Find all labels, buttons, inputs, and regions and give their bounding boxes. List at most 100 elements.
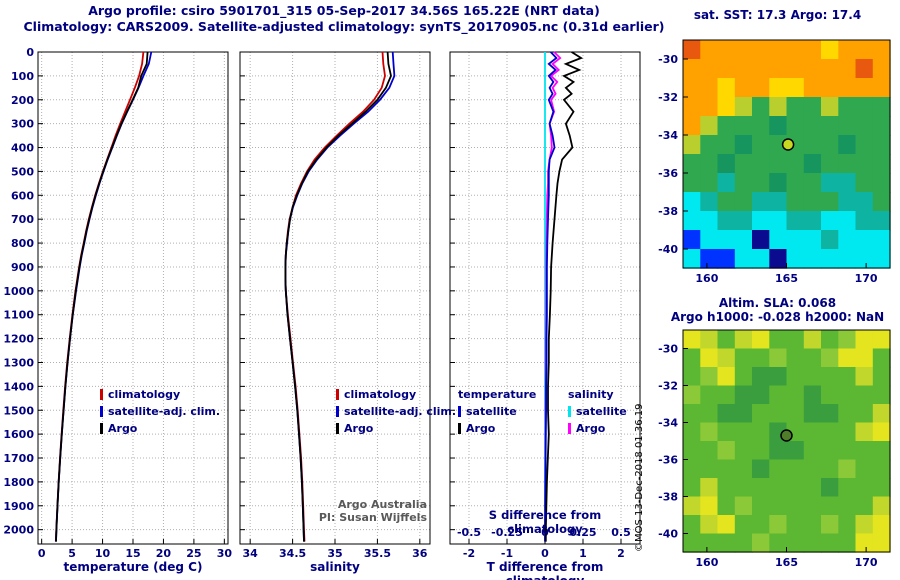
map-cell <box>700 422 719 442</box>
map-cell <box>803 533 822 553</box>
map-cell <box>786 116 805 136</box>
legend-row: satellite-adj. clim. <box>336 403 456 420</box>
map-cell <box>821 40 839 60</box>
map-cell <box>717 230 736 250</box>
attribution-line1: Argo Australia <box>337 498 427 511</box>
map-cell <box>717 135 736 155</box>
map-cell <box>734 330 753 350</box>
map-cell <box>855 135 874 155</box>
map-cell <box>717 78 736 98</box>
map-cell <box>838 404 857 424</box>
map-cell <box>855 496 874 516</box>
map-cell <box>734 385 753 405</box>
map-cell <box>717 192 736 212</box>
map-cell <box>803 330 822 350</box>
tick-label: 170 <box>855 272 878 285</box>
tick-label: 170 <box>855 556 878 569</box>
map-cell <box>683 230 701 250</box>
map-cell <box>855 422 874 442</box>
tick-label: 1000 <box>3 285 34 298</box>
tick-label: -36 <box>658 167 678 180</box>
map-cell <box>872 59 891 79</box>
tick-label: -34 <box>658 129 678 142</box>
map-cell <box>803 59 822 79</box>
map-cell <box>734 173 753 193</box>
tick-label: 1600 <box>3 428 34 441</box>
salinity-legend: climatology satellite-adj. clim. Argo <box>336 386 456 437</box>
map-cell <box>803 478 822 498</box>
map-cell <box>769 116 788 136</box>
tick-label: 165 <box>775 272 798 285</box>
tick-label: -36 <box>658 454 678 467</box>
map-cell <box>717 173 736 193</box>
map-cell <box>872 478 891 498</box>
map-cell <box>717 367 736 387</box>
map-cell <box>855 192 874 212</box>
map-cell <box>769 78 788 98</box>
map-cell <box>752 249 770 269</box>
tick-label: 10 <box>95 547 111 560</box>
map-cell <box>769 135 788 155</box>
map-cell <box>717 422 736 442</box>
map-cell <box>752 192 770 212</box>
map-cell <box>734 230 753 250</box>
map-cell <box>786 78 805 98</box>
map-cell <box>700 154 719 174</box>
difference-profile-plot: -2 -1 0 1 2-0.5 -0.25 0 0.25 0.5 <box>449 51 641 560</box>
map-cell <box>752 441 770 461</box>
map-cell <box>855 348 874 368</box>
salinity-profile-argo-line <box>284 51 392 542</box>
map-cell <box>752 97 770 117</box>
page-subtitle: Climatology: CARS2009. Satellite-adjuste… <box>23 19 665 34</box>
map-cell <box>838 78 857 98</box>
tick-label: 1500 <box>3 404 34 417</box>
map-cell <box>803 97 822 117</box>
map-cell <box>683 441 701 461</box>
map-cell <box>821 367 839 387</box>
map-cell <box>700 192 719 212</box>
map-cell <box>769 211 788 231</box>
temperature-profile-satellite-adj-clim--line <box>55 51 153 542</box>
map-cell <box>786 478 805 498</box>
map-cell <box>838 249 857 269</box>
map-cell <box>821 459 839 479</box>
tick-label: 34.5 <box>279 547 306 560</box>
map-cell <box>700 459 719 479</box>
tick-label: 600 <box>11 189 34 202</box>
map-cell <box>786 59 805 79</box>
map-cell <box>752 116 770 136</box>
map-cell <box>717 249 736 269</box>
tick-label: 100 <box>11 70 34 83</box>
legend-label: satellite <box>576 405 627 418</box>
map-cell <box>752 515 770 535</box>
map-cell <box>803 173 822 193</box>
map-cell <box>872 533 891 553</box>
map-cell <box>700 348 719 368</box>
map-cell <box>821 441 839 461</box>
map-cell <box>855 478 874 498</box>
map-cell <box>855 154 874 174</box>
map-cell <box>717 330 736 350</box>
legend-label: Argo <box>466 422 496 435</box>
tick-label: 35.5 <box>364 547 391 560</box>
map-cell <box>821 330 839 350</box>
header: Argo profile: csiro 5901701_315 05-Sep-2… <box>0 3 688 35</box>
tick-label: -38 <box>658 205 678 218</box>
tick-label: 1100 <box>3 309 34 322</box>
map-cell <box>855 367 874 387</box>
map-cell <box>821 230 839 250</box>
map-cell <box>786 367 805 387</box>
tick-label: 1700 <box>3 452 34 465</box>
map-cell <box>717 59 736 79</box>
map-cell <box>821 116 839 136</box>
t-difference-axis-label: T difference from climatology <box>486 560 604 580</box>
map-cell <box>855 59 874 79</box>
tick-label: 400 <box>11 142 34 155</box>
attribution: Argo Australia PI: Susan Wijffels <box>287 498 427 524</box>
tick-label: 0 <box>26 46 34 59</box>
map-cell <box>803 496 822 516</box>
salinity-profile-plot: 34 34.5 35 35.5 36 <box>239 51 431 560</box>
tick-label: -30 <box>658 343 678 356</box>
tick-label: -32 <box>658 91 678 104</box>
